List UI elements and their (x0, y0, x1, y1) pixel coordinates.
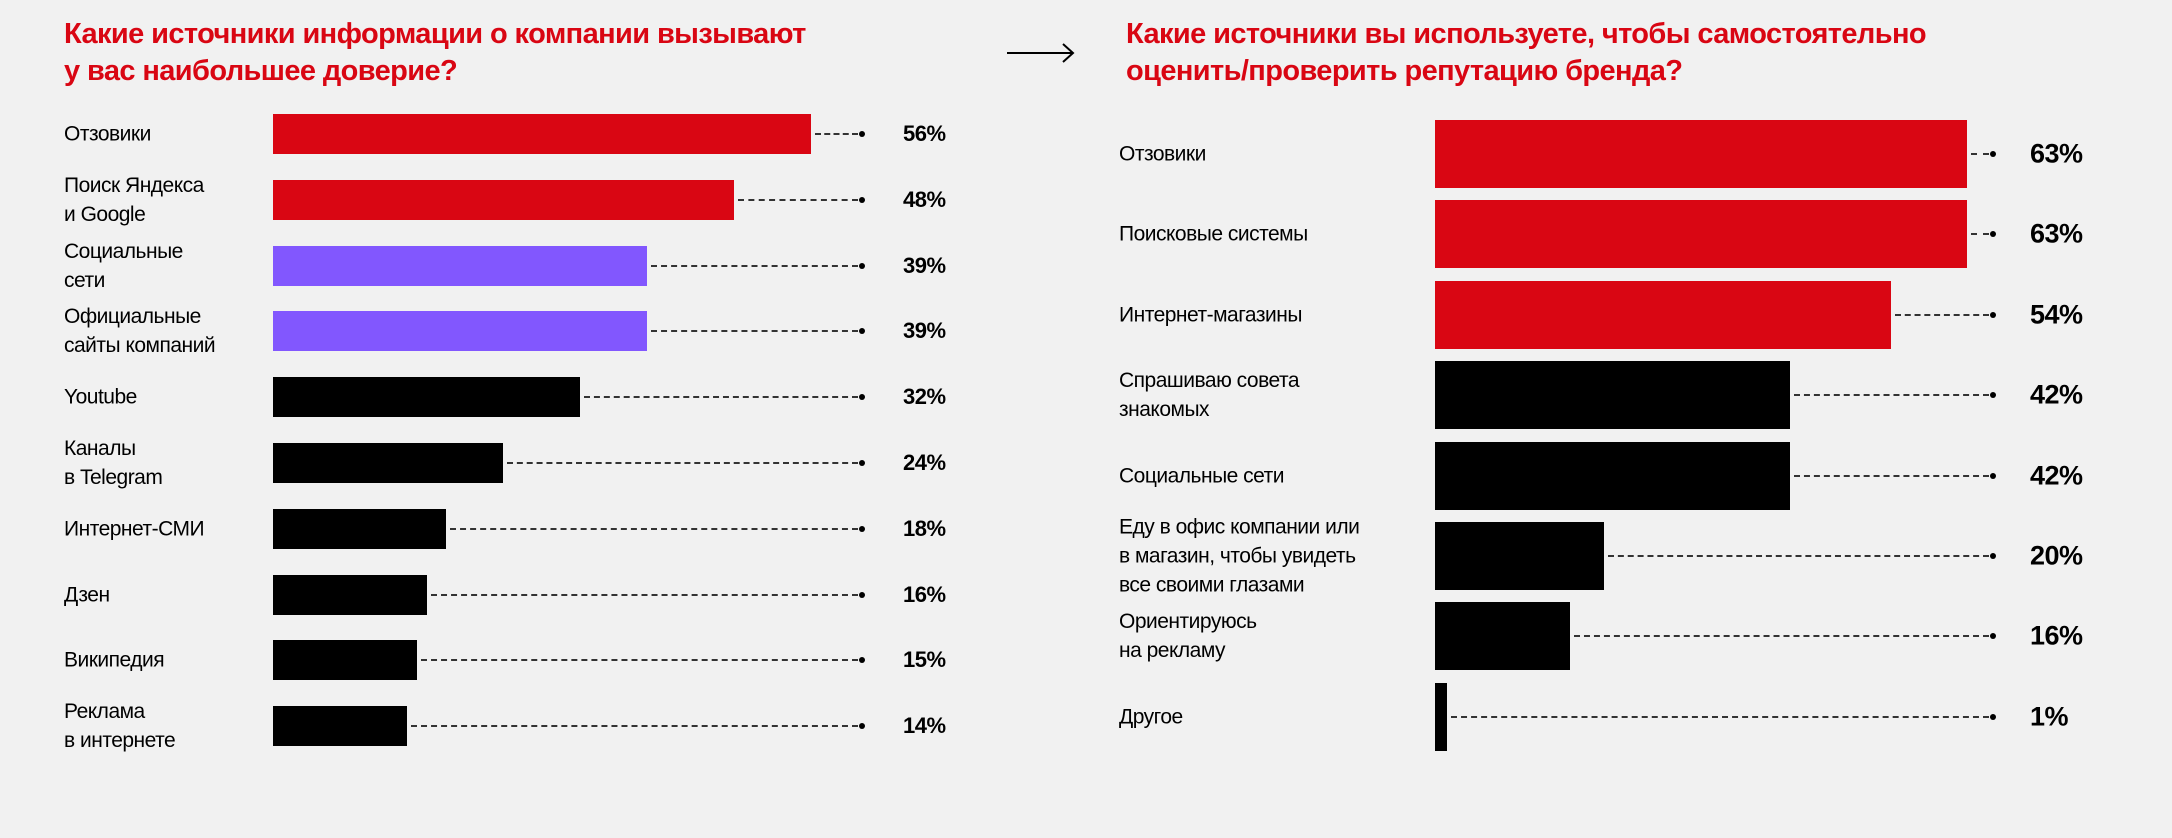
left-leader-line (584, 396, 858, 399)
right-category-label: Другое (1119, 705, 1183, 729)
right-leader-line (1971, 153, 1989, 155)
right-bar (1435, 602, 1571, 671)
right-bar (1435, 522, 1604, 590)
left-chart-title: Какие источники информации о компании вы… (64, 16, 806, 90)
left-bar (273, 443, 504, 483)
left-title-line-1: Какие источники информации о компании вы… (64, 18, 806, 50)
left-category-label: Поиск Яндекса и Google (64, 173, 204, 226)
right-leader-line (1793, 394, 1989, 397)
left-value-label: 48% (903, 186, 946, 212)
right-value-label: 63% (2030, 218, 2083, 249)
left-category-label: Youtube (64, 385, 137, 409)
left-leader-dot (859, 262, 865, 269)
right-category-label: Интернет-магазины (1119, 303, 1302, 327)
left-value-label: 14% (903, 713, 946, 739)
left-leader-dot (859, 394, 865, 401)
left-value-label: 24% (903, 450, 946, 475)
right-leader-line (1451, 715, 1989, 718)
left-leader-line (651, 264, 858, 267)
left-leader-line (737, 198, 858, 201)
right-category-label: Поисковые системы (1119, 222, 1308, 246)
left-leader-dot (859, 460, 865, 466)
right-bar (1435, 120, 1968, 188)
right-value-label: 63% (2030, 138, 2083, 169)
left-category-label: Официальные сайты компаний (64, 305, 216, 358)
left-leader-line (814, 133, 858, 135)
left-leader-dot (859, 328, 865, 335)
left-leader-dot (859, 723, 865, 730)
left-leader-line (421, 659, 858, 662)
left-leader-dot (859, 657, 865, 664)
right-category-label: Еду в офис компании или в магазин, чтобы… (1119, 515, 1360, 597)
left-leader-line (651, 330, 858, 333)
left-category-label: Википедия (64, 648, 165, 672)
left-bar (273, 508, 446, 549)
left-value-label: 16% (903, 581, 946, 607)
left-category-label: Каналы в Telegram (64, 437, 163, 489)
right-leader-dot (1990, 311, 1996, 318)
right-leader-dot (1990, 392, 1996, 399)
left-category-label: Социальные сети (64, 239, 183, 292)
left-bar (273, 574, 427, 615)
right-value-label: 16% (2030, 620, 2083, 651)
right-arrow-icon (1007, 43, 1075, 63)
left-leader-line (449, 527, 858, 530)
left-title-line-2: у вас наибольшее доверие? (64, 55, 458, 87)
right-bar (1435, 361, 1790, 430)
left-leader-dot (859, 196, 865, 203)
left-category-label: Интернет-СМИ (64, 517, 205, 541)
right-leader-dot (1990, 633, 1996, 640)
right-bar (1435, 441, 1790, 510)
right-category-label: Социальные сети (1119, 464, 1285, 488)
right-value-label: 42% (2030, 460, 2083, 491)
left-leader-dot (859, 525, 865, 532)
right-bar (1435, 200, 1968, 269)
right-leader-line (1574, 635, 1989, 638)
right-chart-title: Какие источники вы используете, чтобы са… (1126, 16, 1927, 90)
left-category-label: Реклама в интернете (64, 700, 176, 753)
left-leader-dot (859, 591, 865, 598)
right-category-label: Отзовики (1119, 142, 1206, 166)
left-value-label: 18% (903, 515, 946, 541)
right-leader-line (1608, 555, 1989, 557)
left-value-label: 39% (903, 318, 946, 344)
right-value-label: 42% (2030, 379, 2083, 410)
right-leader-line (1971, 233, 1989, 236)
right-bar (1435, 280, 1892, 349)
right-leader-dot (1990, 553, 1996, 559)
right-leader-dot (1990, 231, 1996, 238)
left-value-label: 39% (903, 252, 946, 278)
left-value-label: 15% (903, 647, 946, 673)
right-value-label: 54% (2030, 299, 2083, 330)
right-title-line-2: оценить/проверить репутацию бренда? (1126, 55, 1683, 87)
right-category-label: Ориентируюсь на рекламу (1119, 610, 1257, 663)
right-value-label: 1% (2030, 701, 2069, 732)
left-leader-line (411, 725, 858, 728)
left-category-label: Отзовики (64, 122, 151, 146)
right-leader-dot (1990, 472, 1996, 479)
right-bar (1435, 682, 1447, 751)
right-value-label: 20% (2030, 540, 2083, 571)
left-bar (273, 706, 408, 747)
right-leader-line (1895, 313, 1989, 316)
left-bar (273, 179, 734, 220)
left-bar (273, 311, 648, 352)
left-value-label: 32% (903, 384, 946, 410)
left-bar (273, 640, 417, 681)
left-category-label: Дзен (64, 583, 110, 607)
right-category-label: Спрашиваю совета знакомых (1119, 369, 1300, 422)
left-value-label: 56% (903, 121, 946, 146)
left-leader-line (430, 593, 858, 596)
left-bar (273, 245, 648, 286)
left-bar (273, 114, 811, 154)
left-leader-dot (859, 131, 865, 137)
right-leader-line (1793, 474, 1989, 477)
right-title-line-1: Какие источники вы используете, чтобы са… (1126, 18, 1927, 50)
right-leader-dot (1990, 151, 1996, 157)
left-leader-line (507, 462, 858, 464)
left-bar (273, 377, 581, 418)
right-leader-dot (1990, 713, 1996, 720)
